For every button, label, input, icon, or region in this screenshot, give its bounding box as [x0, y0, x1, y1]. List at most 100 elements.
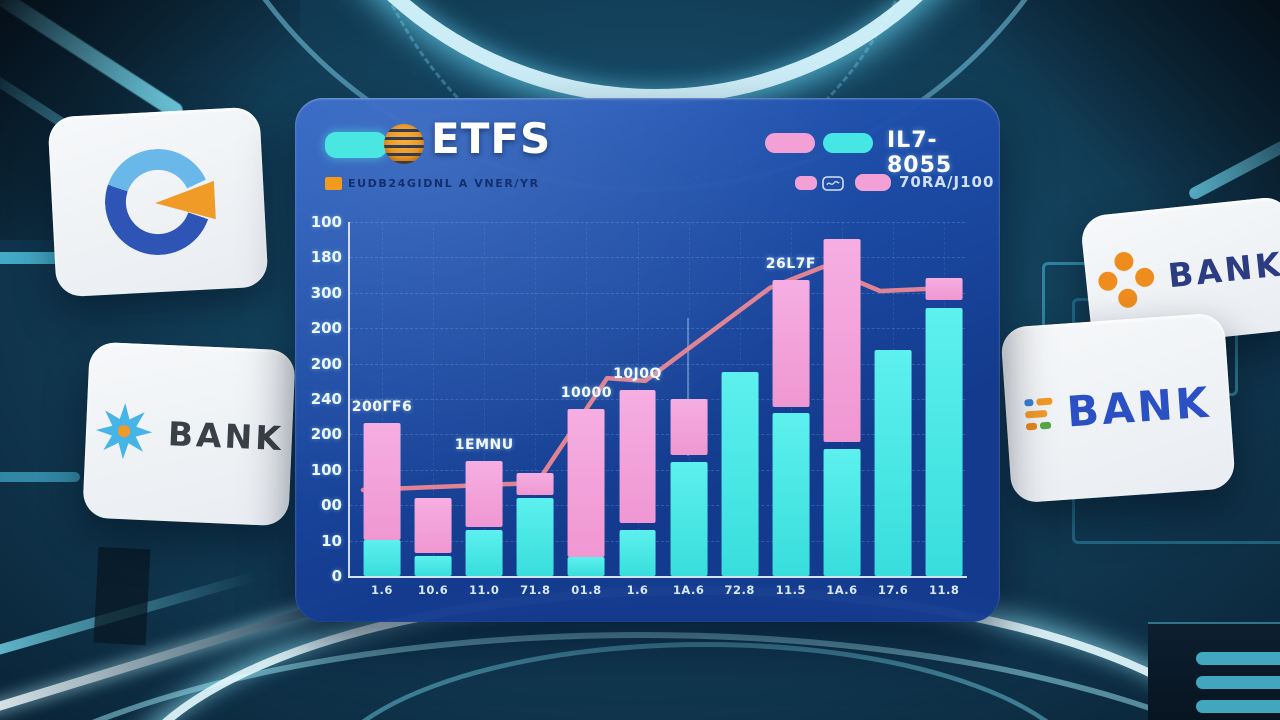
- y-axis-tick-label: 200: [310, 425, 342, 444]
- stacked-bar: [516, 222, 554, 576]
- background-glow-arc: [258, 0, 1052, 104]
- pink-bar-segment: [414, 498, 452, 553]
- stacked-bar: [567, 222, 605, 576]
- pink-bar-segment: [772, 280, 810, 408]
- bar-value-label: 1EMNU: [454, 436, 514, 453]
- cyan-bar-segment: [465, 529, 503, 576]
- stacked-bar: [414, 222, 452, 576]
- cyan-bar-segment: [925, 308, 963, 576]
- y-axis-tick-label: 100: [310, 460, 342, 479]
- bank-label: BANK: [1065, 377, 1213, 437]
- x-axis-tick-label: 11.0: [469, 583, 500, 597]
- bar-value-label: 200ΓF6: [351, 399, 413, 416]
- cyan-bar-segment: [772, 413, 810, 576]
- pink-bar-segment: [516, 473, 554, 495]
- panel-title: ETFS: [431, 114, 552, 163]
- h-gridline: [350, 363, 965, 365]
- x-axis-tick-label: 17.6: [877, 583, 909, 597]
- bank-label: BANK: [1166, 243, 1280, 295]
- globe-icon: [384, 124, 424, 164]
- cyan-streak: [0, 0, 186, 122]
- bar-value-label: 26L7F: [765, 256, 816, 273]
- dark-corner-top-right: [980, 0, 1280, 220]
- v-gridline: [688, 222, 690, 576]
- cyan-streak: [1187, 110, 1280, 202]
- h-gridline: [350, 399, 965, 400]
- v-gridline: [433, 222, 435, 576]
- v-gridline: [484, 222, 486, 576]
- stacked-bar: [925, 222, 963, 576]
- y-axis-tick-label: 200: [310, 319, 342, 338]
- legend-cyan-swatch: [823, 133, 873, 153]
- logo-card-right-mid: BANK: [1000, 312, 1236, 504]
- x-axis-tick-label: 01.8: [571, 583, 602, 597]
- v-gridline: [535, 222, 537, 576]
- h-gridline: [350, 434, 965, 436]
- pink-bar-segment: [363, 423, 401, 540]
- y-axis-tick-label: 200: [310, 354, 342, 373]
- y-axis-tick-label: 100: [310, 213, 342, 231]
- y-axis-tick-label: 180: [310, 248, 342, 267]
- logo-card-left-top: [47, 106, 269, 298]
- stage-ring-inner: [318, 642, 1092, 720]
- signature-icon: [822, 176, 844, 191]
- dark-pillar-bottom-left: [93, 546, 151, 646]
- dark-pillar-bottom-right: [1148, 622, 1280, 720]
- legend-pink-swatch: [765, 133, 815, 153]
- v-gridline: [586, 222, 588, 576]
- teal-bar: [1196, 676, 1280, 689]
- h-gridline: [350, 328, 965, 330]
- h-gridline: [350, 505, 965, 507]
- clover-dots-icon: [1096, 249, 1158, 311]
- logo-card-left-bank: BANK: [82, 341, 296, 527]
- stacked-bar: [721, 222, 759, 576]
- legend-pink-swatch-medium: [855, 174, 891, 191]
- y-axis-line: [348, 222, 350, 576]
- cyan-bar-segment: [363, 539, 401, 576]
- cyan-bar-segment: [567, 556, 605, 576]
- teal-bar: [1196, 652, 1280, 665]
- y-axis-tick-label: 00: [321, 496, 342, 515]
- pink-bar-segment: [465, 460, 503, 528]
- pink-bar-segment: [925, 277, 963, 300]
- g-globe-logo-icon: [102, 146, 213, 258]
- bar-value-label: 10000: [560, 384, 612, 401]
- cyan-dash: [0, 252, 62, 264]
- cyan-bar-segment: [670, 462, 708, 576]
- y-axis-tick-label: 0: [331, 567, 342, 585]
- legend-pink-swatch-small: [795, 176, 817, 190]
- stacked-bar: [874, 222, 912, 576]
- x-axis-tick-label: 72.8: [724, 583, 755, 597]
- starburst-icon: [96, 403, 153, 460]
- cyan-dash: [0, 472, 80, 482]
- cyan-bar-segment: [619, 529, 656, 576]
- plot-area: 100 180 300 200 200 240 200 100 00 10 0 1.6 10.6 11.0…: [311, 213, 967, 597]
- x-axis-tick-label: 1.6: [626, 583, 649, 597]
- x-axis-tick-label: 71.8: [520, 583, 551, 597]
- cyan-bar-segment: [516, 498, 554, 576]
- pink-bar-segment: [670, 399, 708, 455]
- pink-bar-segment: [823, 239, 861, 442]
- x-axis-tick-label: 1.6: [371, 583, 393, 597]
- h-gridline: [350, 540, 965, 542]
- x-axis-line: [348, 576, 967, 578]
- v-gridline: [381, 222, 383, 576]
- x-axis-tick-label: 1A.6: [672, 583, 705, 597]
- bank-label: BANK: [167, 413, 285, 458]
- bar-value-label: 10J0Q: [613, 366, 662, 383]
- pink-bar-segment: [619, 390, 656, 523]
- chart-panel: ETFS EUDB24GIDNL A VNER/YR IL7-8055 70RA…: [295, 98, 1000, 622]
- y-axis-tick-label: 10: [321, 531, 342, 550]
- subtitle-bullet: [325, 177, 342, 190]
- h-gridline: [350, 222, 965, 223]
- multicolor-dashes-icon: [1024, 397, 1054, 430]
- cyan-bar-segment: [721, 372, 759, 576]
- stacked-bar: [363, 222, 401, 576]
- stacked-bar: [823, 222, 861, 576]
- h-gridline: [350, 257, 965, 259]
- floor-glow-line: [0, 571, 256, 659]
- h-gridline: [350, 469, 965, 471]
- teal-bar: [1196, 700, 1280, 713]
- y-axis-tick-label: 300: [310, 283, 342, 302]
